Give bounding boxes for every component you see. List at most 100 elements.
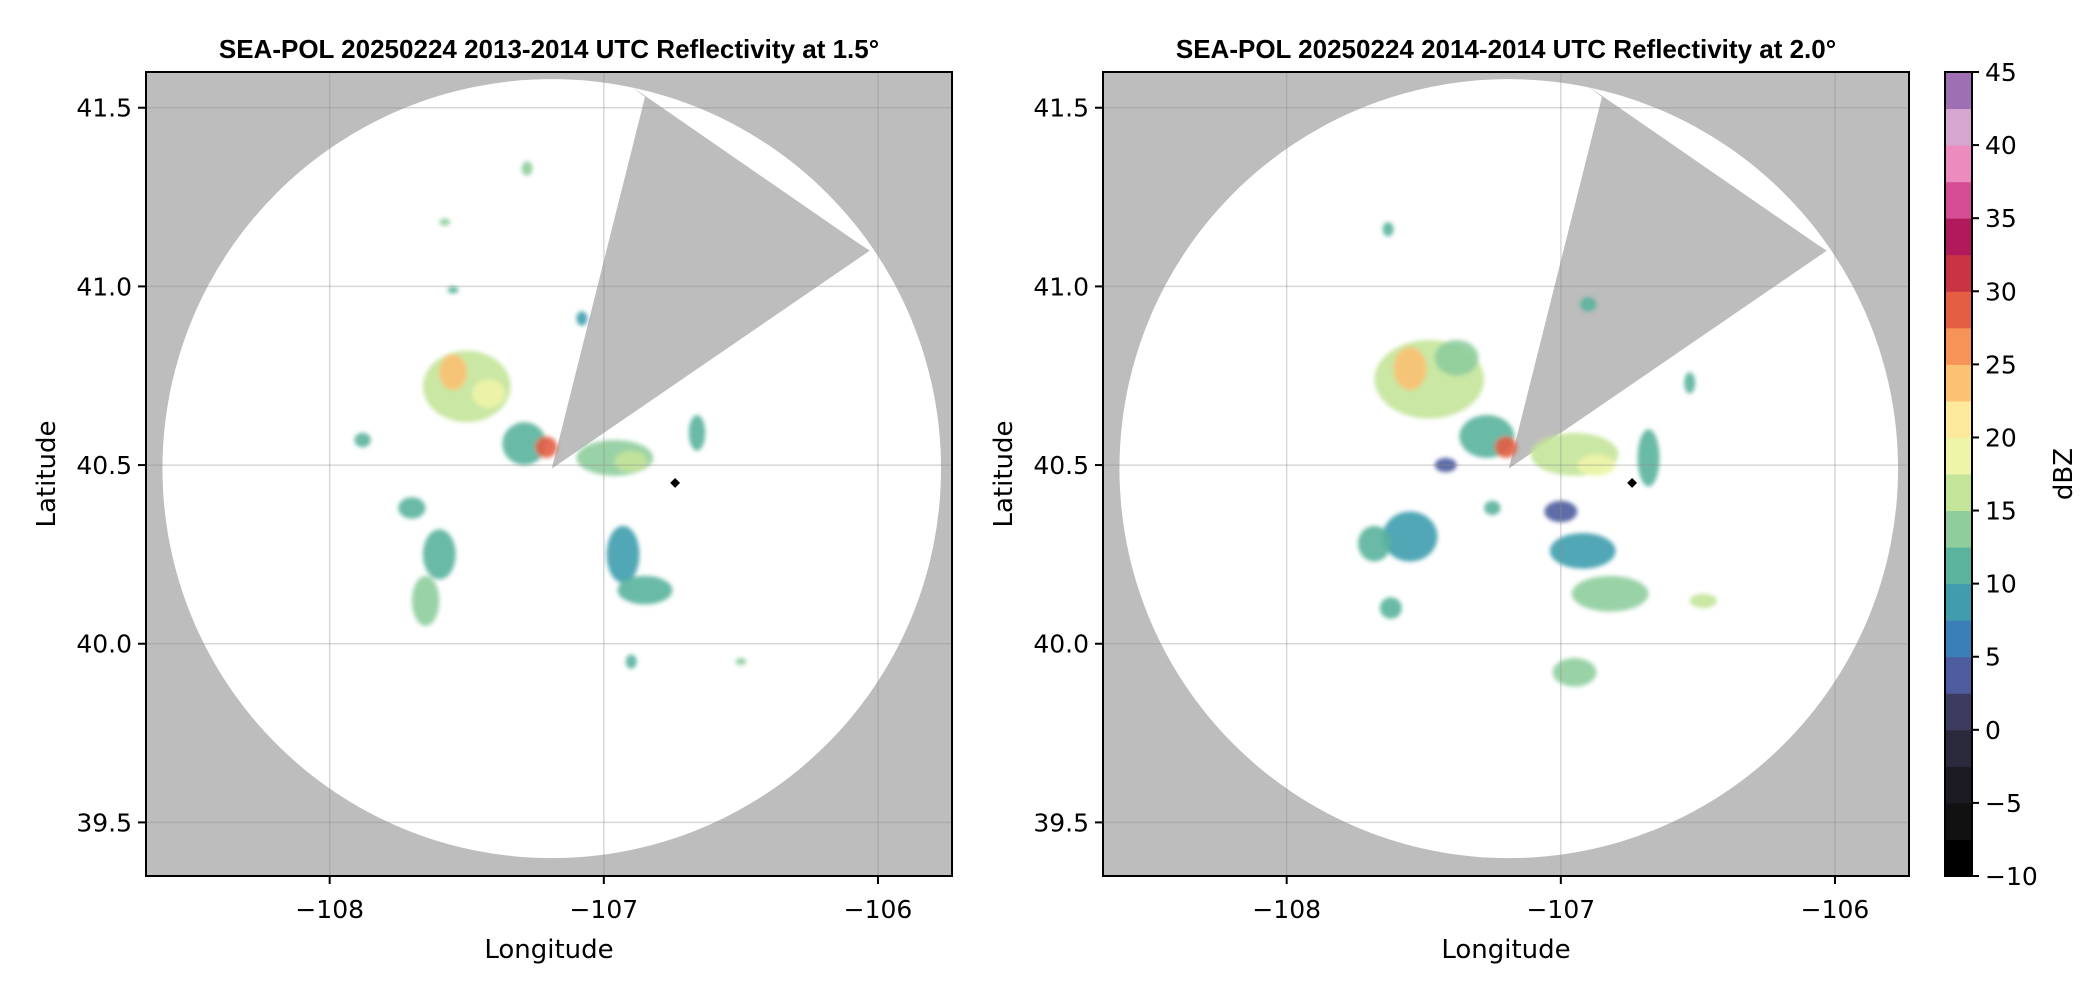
colorbar-band [1945, 547, 1972, 585]
colorbar-band [1945, 620, 1972, 658]
panel-left-echoes [354, 161, 747, 669]
panel-right-blocked-sector [1508, 86, 1827, 469]
panel-right-xlabel: Longitude [1441, 935, 1570, 965]
colorbar-band [1945, 839, 1972, 877]
colorbar-band [1945, 145, 1972, 183]
panel-left-yaxis: 39.5 40.0 40.5 41.0 41.5 [76, 94, 146, 837]
echo-cell-10 [1382, 511, 1438, 562]
colorbar-band [1945, 72, 1972, 110]
x-tick-label: −108 [1252, 895, 1321, 924]
echo-cell-16 [447, 286, 459, 294]
x-tick-label: −106 [844, 895, 913, 924]
radar-panel-left: SEA-POL 20250224 2013-2014 UTC Reflectiv… [32, 34, 953, 965]
echo-cell-3 [502, 422, 547, 466]
echo-cell-9 [1434, 457, 1457, 473]
y-tick-label: 39.5 [1033, 808, 1089, 837]
colorbar-tick-label: 20 [1985, 423, 2017, 452]
echo-cell-17 [1552, 658, 1597, 687]
echo-cell-4 [535, 436, 558, 458]
colorbar-tick-label: 25 [1985, 350, 2017, 379]
colorbar-label: dBZ [2049, 448, 2079, 500]
echo-cell-10 [411, 575, 440, 626]
y-tick-label: 40.5 [76, 451, 132, 480]
panel-left-coverage-disc [162, 79, 942, 859]
echo-cell-13 [354, 432, 371, 448]
colorbar-band [1945, 437, 1972, 475]
y-tick-label: 41.0 [76, 272, 132, 301]
y-tick-label: 39.5 [76, 808, 132, 837]
echo-cell-6 [1577, 454, 1616, 476]
colorbar-tick-label: −5 [1985, 789, 2022, 818]
colorbar-band [1945, 327, 1972, 365]
x-tick-label: −106 [1801, 895, 1870, 924]
echo-cell-14 [521, 161, 533, 176]
panel-right-ylabel: Latitude [989, 420, 1019, 527]
colorbar-tick-label: 30 [1985, 277, 2017, 306]
colorbar-tick-label: −10 [1985, 862, 2038, 891]
y-tick-label: 40.0 [76, 630, 132, 659]
panel-right-site-marker [1627, 477, 1638, 488]
panel-left-blocked-sector [551, 86, 870, 469]
echo-cell-9 [422, 529, 456, 580]
x-tick-label: −107 [569, 895, 638, 924]
colorbar-band [1945, 108, 1972, 146]
radar-panel-right: SEA-POL 20250224 2014-2014 UTC Reflectiv… [989, 34, 1910, 965]
panel-right-grid [1103, 72, 1909, 876]
panel-right-xaxis: −108 −107 −106 [1252, 876, 1869, 924]
echo-cell-12 [1379, 597, 1402, 619]
panel-right-echoes [1357, 222, 1718, 687]
colorbar-band [1945, 802, 1972, 840]
echo-cell-6 [614, 450, 648, 473]
colorbar-band [1945, 729, 1972, 767]
y-tick-label: 40.0 [1033, 630, 1089, 659]
panel-left-xlabel: Longitude [484, 935, 613, 965]
colorbar-tick-label: 45 [1985, 58, 2017, 87]
colorbar-tick-label: 10 [1985, 570, 2017, 599]
colorbar-tick-label: 0 [1985, 716, 2001, 745]
colorbar-band [1945, 583, 1972, 621]
echo-cell-1 [1393, 347, 1427, 391]
panel-left-title: SEA-POL 20250224 2013-2014 UTC Reflectiv… [219, 34, 879, 64]
panel-right-title: SEA-POL 20250224 2014-2014 UTC Reflectiv… [1176, 34, 1836, 64]
colorbar-band [1945, 291, 1972, 329]
echo-cell-4 [1495, 436, 1517, 458]
colorbar-band [1945, 400, 1972, 438]
colorbar-band [1945, 254, 1972, 292]
y-tick-label: 41.0 [1033, 272, 1089, 301]
colorbar: −10 −5 0 5 10 15 20 25 30 35 40 45 dBZ [1944, 58, 2079, 891]
echo-cell-7 [1637, 429, 1660, 487]
colorbar-tick-label: 15 [1985, 497, 2017, 526]
echo-cell-11 [1357, 525, 1391, 562]
echo-cell-20 [1484, 500, 1501, 516]
panel-left-grid [146, 72, 952, 876]
echo-cell-7 [688, 415, 706, 451]
echo-cell-8 [1684, 372, 1696, 394]
echo-cell-17 [576, 311, 588, 326]
colorbar-frame [1944, 71, 1973, 877]
colorbar-band [1945, 766, 1972, 804]
colorbar-band [1945, 474, 1972, 512]
y-tick-label: 41.5 [76, 94, 132, 123]
echo-cell-18 [1382, 222, 1394, 237]
colorbar-band [1945, 181, 1972, 219]
panel-right-yaxis: 39.5 40.0 40.5 41.0 41.5 [1033, 94, 1103, 837]
echo-cell-12 [617, 575, 673, 605]
panel-right-frame [1102, 71, 1910, 877]
colorbar-ticks: −10 −5 0 5 10 15 20 25 30 35 40 45 [1972, 58, 2038, 891]
x-tick-label: −108 [295, 895, 364, 924]
echo-cell-14 [1549, 532, 1616, 569]
echo-cell-1 [439, 354, 467, 391]
panel-left-ylabel: Latitude [32, 420, 62, 527]
colorbar-tick-label: 40 [1985, 131, 2017, 160]
echo-cell-18 [735, 658, 747, 666]
echo-cell-19 [625, 654, 637, 669]
x-tick-label: −107 [1526, 895, 1595, 924]
colorbar-band [1945, 364, 1972, 402]
colorbar-tick-label: 5 [1985, 643, 2001, 672]
panel-left-site-marker [670, 477, 681, 488]
colorbar-band [1945, 510, 1972, 548]
echo-cell-15 [439, 218, 451, 226]
panel-left-xaxis: −108 −107 −106 [295, 876, 912, 924]
echo-cell-16 [1689, 593, 1718, 608]
